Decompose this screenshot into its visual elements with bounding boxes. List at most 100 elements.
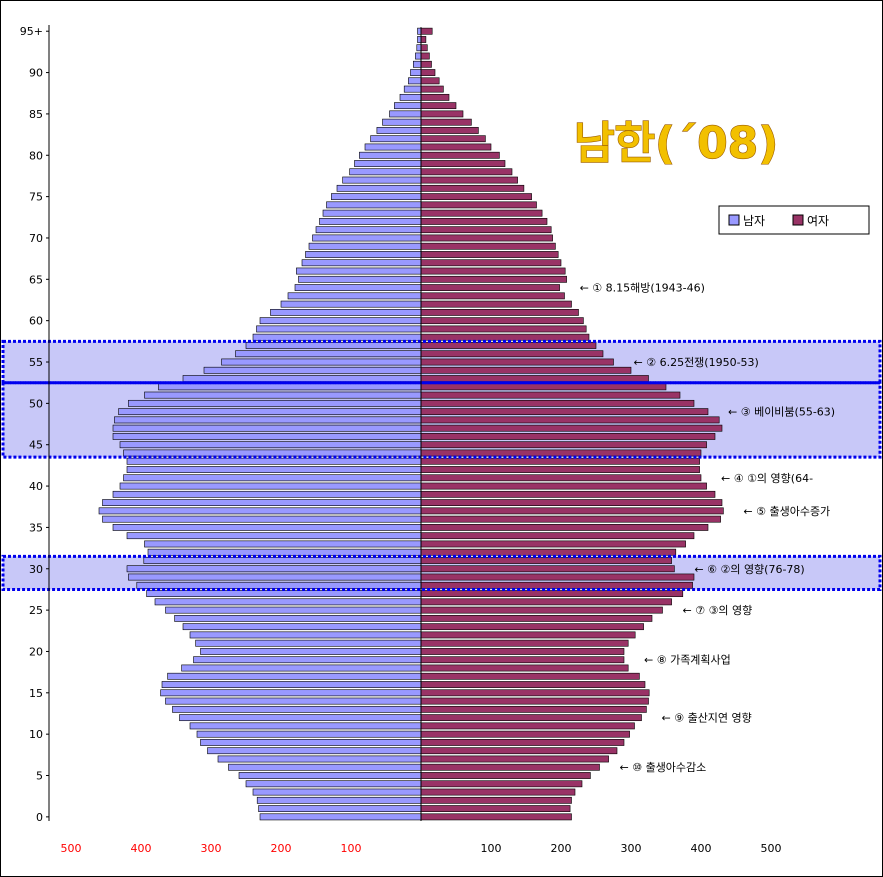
x-tick-label-right: 200: [551, 842, 572, 855]
bar-male: [196, 730, 422, 738]
bar-male: [417, 27, 422, 35]
bar-female: [420, 565, 675, 573]
bar-male: [322, 209, 422, 217]
bar-female: [420, 796, 572, 804]
bar-male: [181, 664, 422, 672]
annotation-label: ← ⑩ 출생아수감소: [620, 761, 707, 774]
bar-female: [420, 739, 625, 746]
bar-male: [245, 342, 422, 349]
bar-female: [420, 383, 667, 391]
bar-male: [294, 284, 422, 291]
bar-female: [420, 391, 681, 399]
bar-male: [167, 672, 422, 680]
bar-male: [326, 201, 422, 209]
bar-female: [420, 507, 724, 515]
bar-female: [420, 342, 597, 349]
bar-female: [420, 242, 556, 250]
annotation-label: ← ③ 베이비붐(55-63): [728, 406, 835, 419]
bar-female: [420, 722, 635, 730]
y-tick-label: 5: [36, 770, 43, 783]
y-tick-label: 90: [29, 67, 43, 80]
y-tick-label: 15: [29, 687, 43, 700]
bar-male: [416, 44, 422, 52]
bar-male: [312, 234, 422, 242]
bar-female: [420, 358, 614, 366]
bar-male: [193, 656, 422, 664]
bar-male: [112, 524, 422, 531]
x-tick-label-right: 100: [481, 842, 502, 855]
bar-female: [420, 151, 500, 159]
bar-female: [420, 780, 583, 788]
x-tick-label-right: 400: [691, 842, 712, 855]
bar-female: [420, 317, 584, 325]
bar-female: [420, 292, 565, 300]
bar-female: [420, 705, 647, 713]
x-tick-labels: 500 400 300 200 100 100 200 300 400 500: [61, 842, 782, 855]
bar-male: [136, 581, 422, 589]
bar-female: [420, 747, 618, 755]
bar-female: [420, 524, 709, 531]
bar-male: [315, 226, 422, 234]
x-tick-label-right: 500: [761, 842, 782, 855]
bar-female: [420, 557, 672, 564]
legend: 남자 여자: [718, 205, 870, 235]
bar-female: [420, 201, 537, 209]
bar-male: [258, 805, 422, 812]
y-tick-label: 80: [29, 149, 43, 162]
bar-female: [420, 490, 716, 498]
bar-male: [143, 557, 422, 564]
y-tick-label: 20: [29, 645, 43, 658]
bar-male: [296, 267, 422, 275]
bar-male: [245, 780, 422, 788]
bar-male: [336, 184, 422, 192]
bar-male: [123, 449, 422, 457]
bar-female: [420, 433, 716, 440]
bar-female: [420, 118, 472, 126]
y-tick-label: 30: [29, 563, 43, 576]
bar-female: [420, 664, 629, 672]
bar-female: [420, 598, 672, 606]
bar-female: [420, 226, 552, 234]
bar-male: [146, 590, 422, 597]
bar-male: [189, 631, 422, 639]
bar-male: [399, 93, 422, 101]
x-tick-label-right: 300: [621, 842, 642, 855]
x-tick-label-left: 400: [131, 842, 152, 855]
bar-male: [235, 350, 422, 358]
bar-male: [154, 598, 422, 606]
bar-male: [228, 763, 422, 771]
legend-swatch-female: [792, 214, 804, 226]
bar-female: [420, 127, 479, 134]
bar-male: [126, 565, 422, 573]
annotation-label: ← ⑤ 출생아수증가: [743, 505, 830, 518]
bar-male: [415, 52, 422, 60]
y-tick-labels: 0 5 10 15 20 25 30 35 40 45 50 55 60 65 70 75 80 85 90 95+: [20, 25, 49, 824]
bar-male: [182, 623, 422, 631]
bar-female: [420, 366, 632, 374]
bar-male: [370, 135, 422, 143]
bar-male: [301, 259, 422, 267]
bar-male: [252, 788, 422, 796]
bar-female: [420, 788, 576, 796]
bar-female: [420, 284, 560, 291]
bar-male: [382, 118, 422, 126]
bar-female: [420, 755, 609, 763]
bar-male: [331, 193, 422, 201]
bar-female: [420, 466, 700, 473]
bar-male: [128, 573, 422, 581]
x-tick-label-left: 200: [271, 842, 292, 855]
annotation-label: ← ① 8.15해방(1943-46): [580, 281, 705, 295]
bar-female: [420, 499, 723, 507]
bar-female: [420, 573, 695, 581]
bar-male: [408, 77, 422, 85]
bar-male: [189, 722, 422, 730]
bar-female: [420, 457, 700, 465]
bar-female: [420, 515, 721, 523]
bar-male: [98, 507, 422, 515]
bar-female: [420, 160, 506, 167]
bar-female: [420, 93, 450, 101]
bar-male: [102, 515, 422, 523]
bar-female: [420, 730, 630, 738]
bar-female: [420, 689, 650, 697]
